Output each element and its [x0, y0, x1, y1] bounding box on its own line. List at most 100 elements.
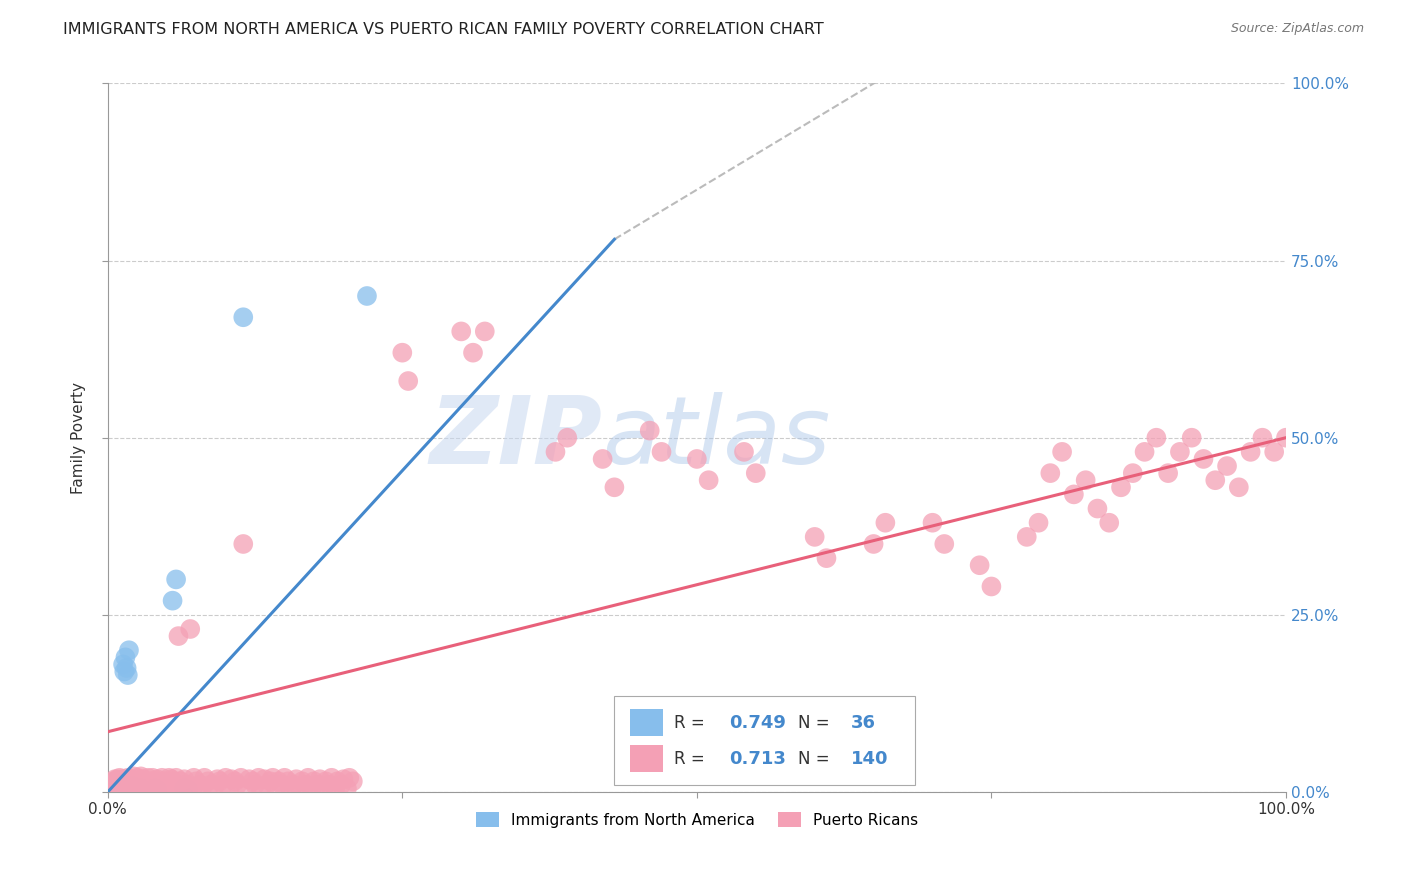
- Point: [104, 781, 127, 796]
- Point: [105, 781, 128, 796]
- Point: [170, 774, 193, 789]
- Point: [112, 665, 135, 679]
- Point: [1098, 516, 1121, 530]
- Point: [128, 781, 150, 796]
- Point: [294, 778, 316, 792]
- Point: [129, 781, 152, 796]
- Point: [124, 778, 146, 792]
- Y-axis label: Family Poverty: Family Poverty: [72, 382, 86, 493]
- Point: [815, 551, 838, 566]
- Point: [218, 781, 240, 796]
- Point: [108, 771, 131, 785]
- Point: [101, 779, 124, 793]
- Point: [107, 781, 129, 796]
- Point: [108, 781, 131, 796]
- Point: [238, 772, 260, 787]
- Point: [1063, 487, 1085, 501]
- Point: [105, 772, 128, 787]
- Point: [291, 774, 314, 789]
- Point: [129, 769, 152, 783]
- Point: [391, 345, 413, 359]
- Point: [149, 774, 172, 789]
- Point: [104, 778, 127, 792]
- Point: [152, 781, 174, 796]
- Point: [302, 774, 325, 789]
- Point: [326, 774, 349, 789]
- Point: [162, 774, 184, 789]
- Point: [127, 771, 149, 785]
- Point: [264, 781, 287, 796]
- Point: [207, 772, 229, 787]
- Point: [132, 782, 155, 797]
- Point: [125, 781, 148, 796]
- Point: [342, 774, 364, 789]
- Point: [221, 772, 243, 787]
- Point: [104, 779, 127, 793]
- Point: [733, 445, 755, 459]
- Point: [1204, 473, 1226, 487]
- Point: [934, 537, 956, 551]
- Legend: Immigrants from North America, Puerto Ricans: Immigrants from North America, Puerto Ri…: [470, 805, 924, 834]
- Point: [396, 374, 419, 388]
- Text: N =: N =: [799, 749, 835, 767]
- Point: [214, 771, 236, 785]
- Point: [1050, 445, 1073, 459]
- Point: [184, 774, 207, 789]
- Point: [170, 781, 193, 796]
- Point: [862, 537, 884, 551]
- Point: [288, 781, 311, 796]
- Point: [183, 771, 205, 785]
- Point: [1015, 530, 1038, 544]
- Point: [212, 778, 235, 792]
- Text: ZIP: ZIP: [430, 392, 603, 483]
- Point: [1168, 445, 1191, 459]
- Point: [120, 778, 142, 792]
- Point: [969, 558, 991, 573]
- Point: [132, 781, 155, 796]
- Point: [127, 782, 149, 797]
- Point: [232, 310, 254, 325]
- Point: [745, 466, 768, 480]
- Point: [356, 289, 378, 303]
- Point: [114, 772, 136, 787]
- Point: [236, 781, 259, 796]
- Point: [143, 774, 166, 789]
- Point: [150, 771, 173, 785]
- Point: [107, 774, 129, 789]
- Point: [118, 774, 141, 789]
- Point: [638, 424, 661, 438]
- Point: [112, 781, 135, 796]
- Text: atlas: atlas: [603, 392, 831, 483]
- Point: [173, 781, 195, 796]
- Point: [1275, 431, 1298, 445]
- Point: [117, 771, 139, 785]
- Point: [1074, 473, 1097, 487]
- Point: [157, 771, 180, 785]
- Point: [146, 772, 169, 787]
- Point: [323, 781, 346, 796]
- Point: [129, 778, 152, 792]
- Text: R =: R =: [675, 714, 710, 731]
- Point: [229, 771, 252, 785]
- Point: [803, 530, 825, 544]
- Text: 36: 36: [851, 714, 876, 731]
- Text: Source: ZipAtlas.com: Source: ZipAtlas.com: [1230, 22, 1364, 36]
- Point: [179, 622, 201, 636]
- Point: [1087, 501, 1109, 516]
- Point: [115, 776, 138, 790]
- Point: [136, 771, 159, 785]
- Point: [110, 779, 132, 793]
- Point: [555, 431, 578, 445]
- Point: [115, 661, 138, 675]
- Point: [256, 778, 278, 792]
- Point: [141, 771, 163, 785]
- Point: [165, 573, 187, 587]
- Point: [118, 778, 141, 792]
- Point: [160, 772, 183, 787]
- Point: [156, 778, 179, 792]
- Point: [163, 778, 186, 792]
- Point: [1239, 445, 1261, 459]
- Point: [159, 781, 181, 796]
- Point: [181, 781, 204, 796]
- Point: [1122, 466, 1144, 480]
